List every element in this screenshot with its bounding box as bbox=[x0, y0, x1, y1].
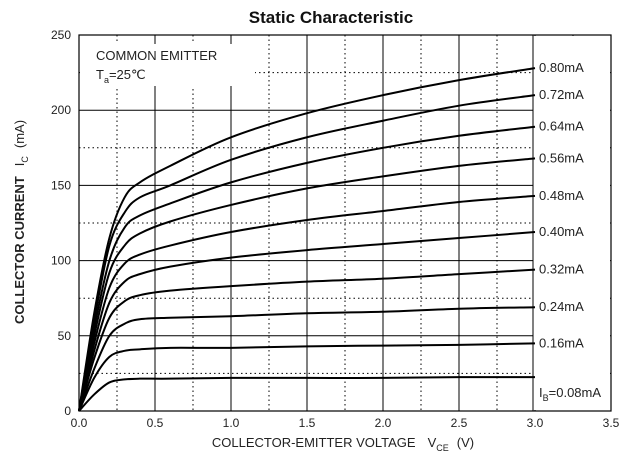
annotation-temperature: Ta=25℃ bbox=[96, 67, 146, 85]
x-tick-label: 1.5 bbox=[299, 416, 316, 430]
y-axis-label-main: COLLECTOR CURRENT bbox=[12, 176, 27, 324]
y-tick-label: 50 bbox=[58, 329, 72, 343]
curve-0.16ma bbox=[78, 342, 536, 412]
temperature-symbol: T bbox=[96, 67, 104, 82]
curve-label: 0.48mA bbox=[539, 188, 584, 203]
curve-0.32ma bbox=[78, 268, 536, 412]
temperature-subscript: a bbox=[104, 75, 109, 85]
curve-label: IB=0.08mA bbox=[539, 385, 601, 403]
x-tick-label: 2.5 bbox=[451, 416, 468, 430]
x-axis-unit: (V) bbox=[457, 435, 474, 450]
grid bbox=[79, 35, 611, 411]
x-tick-label: 2.0 bbox=[375, 416, 392, 430]
x-tick-label: 3.0 bbox=[527, 416, 544, 430]
y-axis-label: COLLECTOR CURRENT IC (mA) bbox=[12, 120, 30, 324]
annotation-background bbox=[80, 44, 255, 86]
curve-label: 0.72mA bbox=[539, 87, 584, 102]
y-axis-subscript: C bbox=[20, 156, 30, 163]
curve-0.40ma bbox=[78, 231, 536, 412]
curves bbox=[78, 67, 536, 412]
y-axis-symbol: I bbox=[12, 163, 27, 167]
curve-label: 0.56mA bbox=[539, 150, 584, 165]
curve-0.72ma bbox=[78, 94, 536, 412]
temperature-value: =25℃ bbox=[109, 67, 146, 82]
curve-label: 0.32mA bbox=[539, 262, 584, 277]
label-column-background bbox=[533, 36, 610, 410]
curve-0.24ma bbox=[78, 306, 536, 412]
x-axis-subscript: CE bbox=[436, 443, 449, 453]
x-axis-label-main: COLLECTOR-EMITTER VOLTAGE bbox=[212, 435, 416, 450]
curve-0.48ma bbox=[78, 194, 536, 412]
curve-0.80ma bbox=[78, 67, 536, 412]
y-tick-label: 250 bbox=[51, 28, 71, 42]
curve-label: 0.40mA bbox=[539, 224, 584, 239]
curve-label: 0.80mA bbox=[539, 60, 584, 75]
curve-label: 0.64mA bbox=[539, 119, 584, 134]
annotation-configuration: COMMON EMITTER bbox=[96, 48, 217, 63]
x-tick-label: 3.5 bbox=[603, 416, 620, 430]
curve-label: 0.24mA bbox=[539, 299, 584, 314]
y-tick-label: 100 bbox=[51, 254, 71, 268]
plot-frame bbox=[78, 34, 612, 412]
y-tick-label: 200 bbox=[51, 103, 71, 117]
y-tick-label: 0 bbox=[64, 404, 71, 418]
x-tick-label: 0.0 bbox=[71, 416, 88, 430]
curve-0.08ma bbox=[78, 376, 536, 412]
x-tick-label: 1.0 bbox=[223, 416, 240, 430]
curve-0.64ma bbox=[78, 125, 536, 412]
curve-label: 0.16mA bbox=[539, 335, 584, 350]
curve-0.56ma bbox=[78, 157, 536, 412]
y-tick-label: 150 bbox=[51, 178, 71, 192]
chart-title: Static Characteristic bbox=[249, 8, 413, 27]
curve-labels: 0.80mA 0.72mA 0.64mA 0.56mA 0.48mA 0.40mA 0.32… bbox=[539, 60, 601, 403]
x-axis-label: COLLECTOR-EMITTER VOLTAGE VCE (V) bbox=[212, 435, 474, 453]
y-axis-unit: (mA) bbox=[12, 120, 27, 148]
x-axis-symbol: V bbox=[428, 435, 437, 450]
tick-labels: 0.0 0.5 1.0 1.5 2.0 2.5 3.0 3.5 0 50 100 150 200 250 bbox=[51, 28, 620, 430]
x-tick-label: 0.5 bbox=[147, 416, 164, 430]
